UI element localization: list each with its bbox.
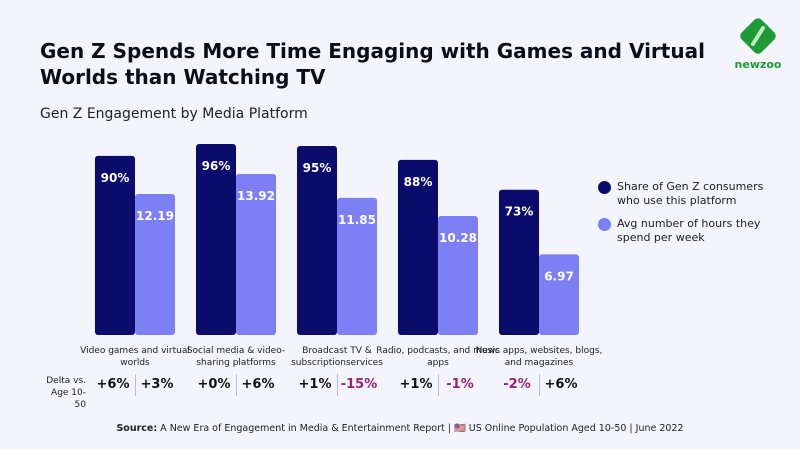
legend-item-share: Share of Gen Z consumers who use this pl… [598,180,777,208]
category-label: News apps, websites, blogs, and magazine… [475,346,603,368]
delta-hours: -15% [340,377,378,392]
data-label-share: 90% [101,171,130,185]
delta-share: +0% [197,377,231,392]
legend-dot-hours [598,218,611,231]
chart-title: Gen Z Spends More Time Engaging with Gam… [40,39,705,89]
data-label-share: 88% [404,175,433,189]
legend-label: Avg number of hours they spend per week [617,217,761,244]
delta-divider [337,374,338,396]
delta-divider [236,374,237,396]
delta-share: -2% [503,377,531,392]
delta-hours: +3% [140,377,174,392]
data-label-hours: 12.19 [136,209,174,223]
bar-share [499,189,539,335]
data-label-share: 95% [303,161,332,175]
data-label-share: 73% [505,205,534,219]
chart-subtitle: Gen Z Engagement by Media Platform [40,106,308,122]
legend-label: Share of Gen Z consumers who use this pl… [617,180,764,207]
data-label-hours: 13.92 [237,189,275,203]
source-note: Source: A New Era of Engagement in Media… [0,423,800,434]
bar-hours [236,173,276,335]
delta-divider [539,374,540,396]
bar-hours [539,254,579,335]
legend-item-hours: Avg number of hours they spend per week [598,217,777,245]
delta-divider [438,374,439,396]
bar-share [95,155,135,335]
bar-hours [438,216,478,335]
category-label: Video games and virtual worlds [80,346,190,368]
source-text: A New Era of Engagement in Media & Enter… [157,423,684,434]
source-label: Source: [116,423,158,434]
delta-share: +1% [298,377,332,392]
delta-share: +6% [96,377,130,392]
category-label: Broadcast TV & subscriptionservices [291,346,383,368]
bar-hours [135,193,175,335]
data-label-hours: 6.97 [544,269,574,283]
data-label-hours: 11.85 [338,213,376,227]
delta-hours: -1% [446,377,474,392]
bar-share [196,143,236,335]
legend-dot-share [598,181,611,194]
delta-label: Delta vs. Age 10-50 [46,376,86,410]
category-label: Radio, podcasts, and music apps [376,346,500,368]
data-label-share: 96% [202,159,231,173]
delta-share: +1% [399,377,433,392]
bar-share [398,159,438,335]
category-label: Social media & video-sharing platforms [186,346,286,368]
data-label-hours: 10.28 [439,231,477,245]
logo-text: newzoo [735,58,782,71]
delta-hours: +6% [241,377,275,392]
newzoo-logo: newzoo [735,18,785,77]
delta-divider [135,374,136,396]
bar-hours [337,197,377,335]
bar-share [297,145,337,335]
delta-hours: +6% [544,377,578,392]
